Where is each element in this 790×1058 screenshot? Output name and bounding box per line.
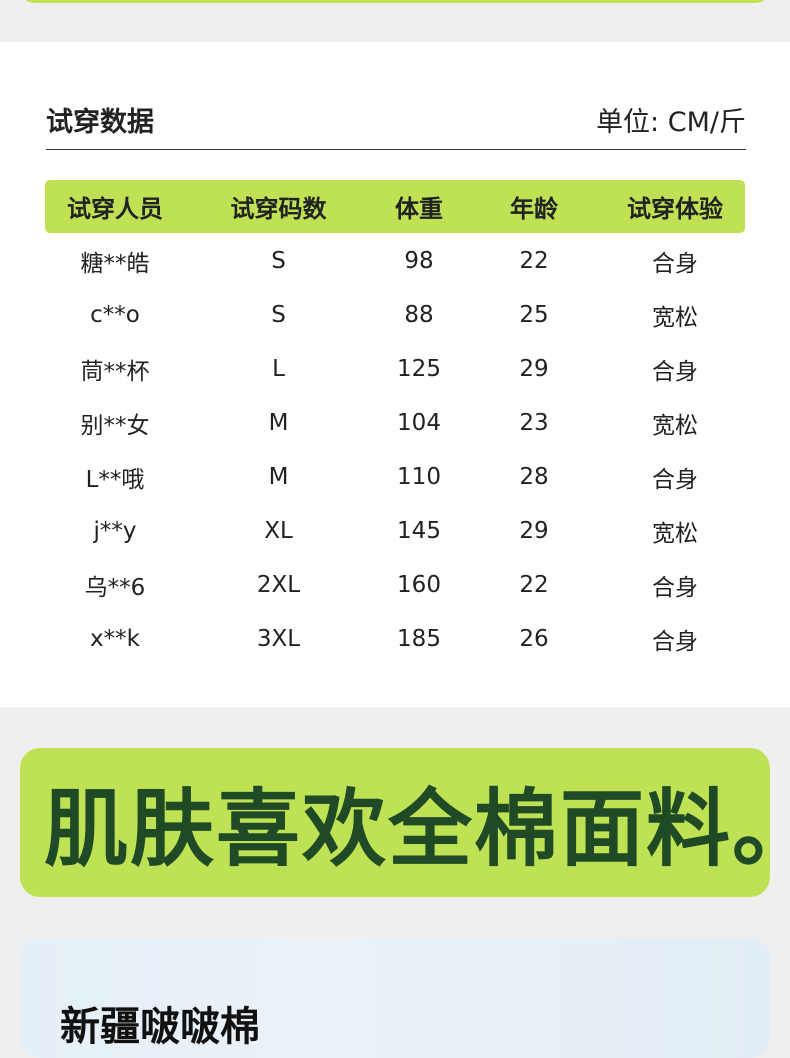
table-cell: 29: [519, 518, 549, 544]
cotton-card: 新疆啵啵棉: [20, 938, 770, 1058]
table-cell: 合身: [652, 251, 698, 277]
table-cell: 宽松: [652, 413, 698, 439]
fitting-data-section: [0, 42, 790, 707]
table-cell: XL: [264, 518, 293, 544]
table-cell: 160: [397, 572, 441, 598]
table-row: j**y XL 145 29 宽松: [45, 504, 745, 558]
table-row: L**哦 M 110 28 合身: [45, 450, 745, 504]
table-row: 别**女 M 104 23 宽松: [45, 396, 745, 450]
table-cell: S: [271, 302, 286, 328]
table-row: 糖**皓 S 98 22 合身: [45, 234, 745, 288]
table-cell: 125: [397, 356, 441, 382]
table-cell: 2XL: [256, 572, 301, 598]
divider: [46, 149, 746, 150]
card-title: 新疆啵啵棉: [60, 1004, 260, 1050]
table-row: x**k 3XL 185 26 合身: [45, 612, 745, 666]
table-cell: 26: [519, 626, 549, 652]
table-cell: c**o: [90, 302, 140, 328]
table-row: 乌**6 2XL 160 22 合身: [45, 558, 745, 612]
section-title: 试穿数据: [46, 107, 154, 138]
table-cell: x**k: [90, 626, 140, 652]
table-cell: 98: [404, 248, 434, 274]
column-header: 体重: [395, 195, 443, 223]
table-cell: 22: [519, 572, 549, 598]
table-cell: 185: [397, 626, 441, 652]
cotton-banner: 肌肤喜欢全棉面料。: [20, 748, 790, 897]
table-cell: 合身: [652, 467, 698, 493]
table-cell: 茼**杯: [80, 359, 150, 385]
table-cell: M: [268, 410, 289, 436]
table-cell: 22: [519, 248, 549, 274]
column-header: 试穿体验: [627, 195, 723, 223]
table-cell: L**哦: [85, 467, 145, 493]
table-cell: 宽松: [652, 521, 698, 547]
table-cell: 3XL: [256, 626, 301, 652]
table-row: c**o S 88 25 宽松: [45, 288, 745, 342]
top-green-bar: [20, 0, 770, 3]
banner-text: 肌肤喜欢全棉面料。: [44, 780, 790, 878]
table-cell: 合身: [652, 629, 698, 655]
table-cell: 合身: [652, 575, 698, 601]
table-cell: 25: [519, 302, 549, 328]
table-cell: M: [268, 464, 289, 490]
table-cell: 合身: [652, 359, 698, 385]
column-header: 试穿人员: [67, 195, 163, 223]
column-header: 试穿码数: [230, 195, 327, 223]
table-cell: j**y: [93, 518, 137, 544]
table-row: 茼**杯 L 125 29 合身: [45, 342, 745, 396]
table-cell: 110: [397, 464, 441, 490]
table-cell: S: [271, 248, 286, 274]
unit-label: 单位: CM/斤: [596, 107, 746, 138]
table-cell: 145: [397, 518, 441, 544]
table-cell: 糖**皓: [80, 251, 150, 277]
table-header: 试穿人员 试穿码数 体重 年龄 试穿体验: [45, 180, 745, 233]
column-header: 年龄: [510, 195, 558, 223]
table-cell: 88: [404, 302, 434, 328]
table-cell: 宽松: [652, 305, 698, 331]
table-cell: 乌**6: [84, 575, 146, 601]
table-cell: 别**女: [80, 413, 150, 439]
table-cell: L: [272, 356, 285, 382]
table-cell: 29: [519, 356, 549, 382]
table-cell: 28: [519, 464, 549, 490]
table-cell: 104: [397, 410, 441, 436]
table-cell: 23: [519, 410, 549, 436]
